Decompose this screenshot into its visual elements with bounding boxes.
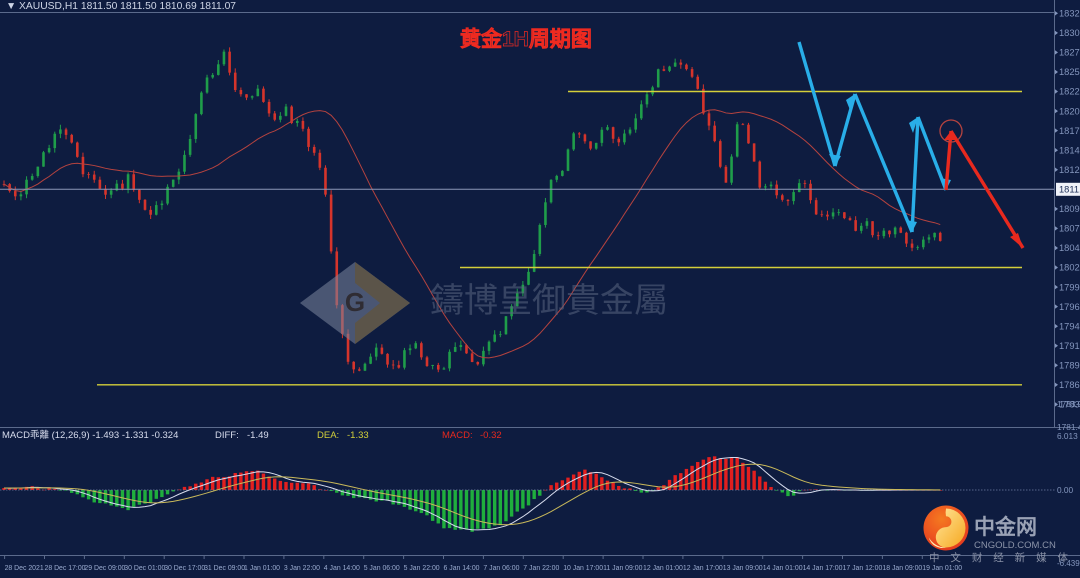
- svg-text:7 Jan 22:00: 7 Jan 22:00: [523, 565, 559, 572]
- svg-text:1783.95: 1783.95: [1057, 399, 1080, 409]
- svg-text:▼ XAUUSD,H1 1811.50 1811.50 1: ▼ XAUUSD,H1 1811.50 1811.50 1810.69 1811…: [6, 1, 236, 12]
- svg-text:4 Jan 14:00: 4 Jan 14:00: [324, 565, 360, 572]
- svg-text:1791.70: 1791.70: [1059, 341, 1080, 351]
- svg-text:12 Jan 17:00: 12 Jan 17:00: [683, 565, 723, 572]
- svg-text:28 Dec 2021: 28 Dec 2021: [5, 565, 44, 572]
- svg-text:5 Jan 06:00: 5 Jan 06:00: [364, 565, 400, 572]
- svg-text:18 Jan 09:00: 18 Jan 09:00: [882, 565, 922, 572]
- svg-text:CNGOLD.COM.CN: CNGOLD.COM.CN: [974, 540, 1056, 551]
- svg-text:MACD:: MACD:: [442, 430, 473, 441]
- svg-text:1832.90: 1832.90: [1059, 9, 1080, 19]
- svg-text:10 Jan 17:00: 10 Jan 17:00: [563, 565, 603, 572]
- svg-text:17 Jan 12:00: 17 Jan 12:00: [843, 565, 883, 572]
- svg-text:0.00: 0.00: [1057, 485, 1074, 495]
- svg-text:30 Dec 17:00: 30 Dec 17:00: [164, 565, 205, 572]
- svg-text:中金网: 中金网: [974, 515, 1037, 539]
- svg-text:6 Jan 14:00: 6 Jan 14:00: [444, 565, 480, 572]
- svg-text:1804.55: 1804.55: [1059, 243, 1080, 253]
- svg-text:1799.40: 1799.40: [1059, 282, 1080, 292]
- svg-text:28 Dec 17:00: 28 Dec 17:00: [45, 565, 86, 572]
- svg-text:黄金1H周期图: 黄金1H周期图: [460, 27, 592, 51]
- svg-text:1822.60: 1822.60: [1059, 87, 1080, 97]
- svg-text:11 Jan 09:00: 11 Jan 09:00: [603, 565, 643, 572]
- svg-text:14 Jan 01:00: 14 Jan 01:00: [763, 565, 803, 572]
- svg-text:5 Jan 22:00: 5 Jan 22:00: [404, 565, 440, 572]
- svg-text:-1.33: -1.33: [347, 430, 369, 441]
- svg-text:中 文 财 经 新 媒 体: 中 文 财 经 新 媒 体: [929, 551, 1072, 564]
- svg-text:-1.49: -1.49: [247, 430, 269, 441]
- svg-text:1786.55: 1786.55: [1059, 380, 1080, 390]
- svg-text:1796.85: 1796.85: [1059, 302, 1080, 312]
- svg-text:1812.30: 1812.30: [1059, 165, 1080, 175]
- svg-text:-0.32: -0.32: [480, 430, 502, 441]
- svg-text:31 Dec 09:00: 31 Dec 09:00: [204, 565, 245, 572]
- svg-text:MACD乖離 (12,26,9) -1.493 -1.331: MACD乖離 (12,26,9) -1.493 -1.331 -0.324: [2, 429, 178, 441]
- svg-text:1814.85: 1814.85: [1059, 145, 1080, 155]
- svg-text:1825.15: 1825.15: [1059, 67, 1080, 77]
- svg-text:1820.00: 1820.00: [1059, 106, 1080, 116]
- svg-text:14 Jan 17:00: 14 Jan 17:00: [803, 565, 843, 572]
- svg-text:鑄博皇御貴金屬: 鑄博皇御貴金屬: [430, 282, 668, 320]
- svg-text:1827.75: 1827.75: [1059, 48, 1080, 58]
- svg-text:1789.10: 1789.10: [1059, 361, 1080, 371]
- svg-text:3 Jan 22:00: 3 Jan 22:00: [284, 565, 320, 572]
- svg-text:7 Jan 06:00: 7 Jan 06:00: [483, 565, 519, 572]
- svg-text:1802.00: 1802.00: [1059, 263, 1080, 273]
- svg-text:13 Jan 09:00: 13 Jan 09:00: [723, 565, 763, 572]
- svg-text:G: G: [345, 287, 365, 317]
- svg-text:6.013: 6.013: [1057, 431, 1078, 441]
- svg-text:1807.15: 1807.15: [1059, 224, 1080, 234]
- svg-text:1811.07: 1811.07: [1059, 185, 1080, 195]
- svg-text:29 Dec 09:00: 29 Dec 09:00: [84, 565, 125, 572]
- svg-text:1 Jan 01:00: 1 Jan 01:00: [244, 565, 280, 572]
- svg-text:12 Jan 01:00: 12 Jan 01:00: [643, 565, 683, 572]
- svg-text:19 Jan 01:00: 19 Jan 01:00: [922, 565, 962, 572]
- svg-text:DEA:: DEA:: [317, 430, 339, 441]
- svg-text:1830.30: 1830.30: [1059, 28, 1080, 38]
- svg-text:DIFF:: DIFF:: [215, 430, 239, 441]
- svg-text:30 Dec 01:00: 30 Dec 01:00: [124, 565, 165, 572]
- svg-text:1809.70: 1809.70: [1059, 204, 1080, 214]
- svg-text:1794.25: 1794.25: [1059, 321, 1080, 331]
- svg-text:1817.45: 1817.45: [1059, 126, 1080, 136]
